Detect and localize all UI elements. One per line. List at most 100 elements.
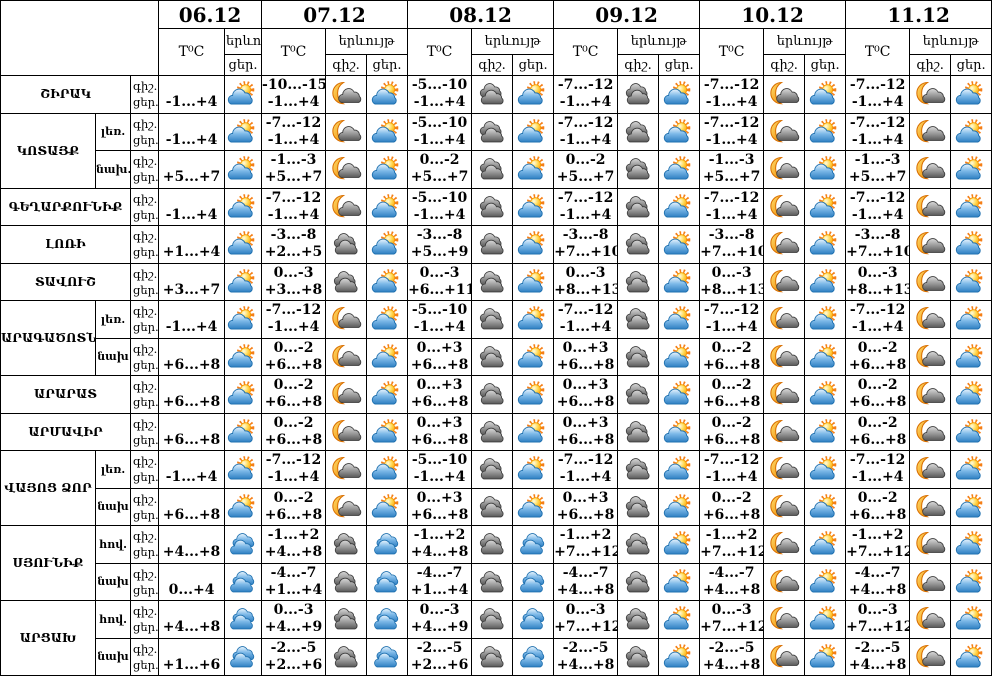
moon-cloud-icon [913,644,947,670]
temp-cell: 0...+3 +6...+8 [407,412,473,451]
night-temp: 0...-2 [857,414,898,431]
day-temp: -1...+4 [559,319,612,336]
phenomenon-header: երևույթ [617,28,701,55]
table-row: նախ գիշ. ցեր. +1...+6 -2...-5 +2...+6 -2...-5… [1,637,992,676]
night-icon-cell [763,187,806,226]
night-icon-cell [471,337,514,376]
day-temp: +6...+8 [410,431,469,448]
night-icon-cell [325,187,368,226]
sun-cloud-icon [662,269,696,295]
night-icon-cell [471,112,514,151]
clouds-gray-icon [475,456,509,482]
night-temp: -7...-12 [265,189,322,206]
clouds-gray-icon [329,644,363,670]
night-icon-cell [471,562,514,601]
day-icon-cell [658,150,701,189]
night-temp: 0...-2 [273,489,314,506]
day-temp: +2...+6 [410,656,469,673]
night-temp [160,452,224,469]
daynight-labels: գիշ. ցեր. [129,150,160,189]
day-label: ցեր. [133,357,159,372]
day-icon-cell [804,375,847,414]
moon-cloud-icon [913,269,947,295]
temp-cell: -4...-7 +1...+4 [407,562,473,601]
night-icon-cell [617,300,660,339]
night-temp: -3...-8 [562,227,609,244]
temp-cell: -1...+4 [158,75,226,114]
day-temp: +5...+7 [702,169,761,186]
day-icon-cell [512,150,555,189]
night-icon-cell [909,112,952,151]
day-temp: +1...+4 [410,581,469,598]
night-icon-cell [763,525,806,564]
region-name: ԱՐՑԱԽ [0,600,96,676]
temp-cell: -7...-12 -1...+4 [261,187,327,226]
day-temp: -1...+4 [705,206,758,223]
clouds-gray-icon [621,119,655,145]
day-temp: +3...+8 [264,281,323,298]
day-icon-cell [658,600,701,639]
day-icon-cell [804,637,847,676]
moon-cloud-icon [913,194,947,220]
daynight-labels: գիշ. ցեր. [129,75,160,114]
night-icon-cell [471,375,514,414]
day-icon-cell [512,75,555,114]
day-icon-cell [224,562,263,601]
day-icon-cell [804,562,847,601]
night-icon-cell [325,600,368,639]
temp-cell: -1...-3 +5...+7 [261,150,327,189]
night-temp [160,265,224,282]
day-temp: -1...+4 [267,319,320,336]
day-icon-cell [658,112,701,151]
day-label: ցեր. [133,245,159,260]
clouds-gray-icon [475,419,509,445]
night-temp: -3...-8 [854,227,901,244]
temp-cell: -1...-3 +5...+7 [699,150,765,189]
moon-cloud-icon [913,456,947,482]
night-label: գիշ. [133,191,158,206]
table-row: ՇԻՐԱԿ գիշ. ցեր. -1...+4 -10...-15 -1...+4 -5.… [0,75,992,114]
day-icon-cell [512,412,555,451]
day-temp: -1...+4 [267,206,320,223]
day-icon-cell [658,562,701,601]
day-temp: +4...+8 [702,581,761,598]
sun-cloud-icon [370,194,404,220]
night-icon-cell [909,150,952,189]
night-label: գիշ. [133,116,158,131]
night-icon-cell [909,300,952,339]
sun-cloud-icon [370,381,404,407]
zone-label: նախ. [95,150,131,189]
night-icon-cell [325,450,368,489]
day-icon-cell [658,262,701,301]
day-icon-cell [658,375,701,414]
sun-cloud-icon [662,456,696,482]
day-temp: +6...+8 [410,394,469,411]
table-row: ԳԵՂԱՐՔՈՒՆԻՔ գիշ. ցեր. -1...+4 -7...-12 -1...… [0,187,992,226]
clouds-gray-icon [475,156,509,182]
temp-cell: +4...+8 [158,525,226,564]
temp-cell: -3...-8 +7...+10 [845,225,911,264]
night-icon-cell [471,637,514,676]
night-icon-cell [617,487,660,526]
temp-cell: 0...+3 +6...+8 [407,487,473,526]
date-header: 11.12 [845,0,992,29]
day-temp: +4...+8 [410,544,469,561]
region-name: ՎԱՅՈՑ ՁՈՐ [0,450,96,526]
temp-cell: 0...-2 +6...+8 [261,337,327,376]
region-name: ԿՈՏԱՅՔ [0,112,96,189]
moon-cloud-icon [913,231,947,257]
sun-cloud-icon [370,419,404,445]
clouds-gray-icon [475,644,509,670]
clouds-gray-icon [329,269,363,295]
moon-cloud-icon [767,569,801,595]
night-label: գիշ. [133,266,158,281]
night-temp: -1...+2 [559,527,612,544]
table-header: 06.1207.1208.1209.1210.1211.12T⁰Cերևույթ… [0,0,992,76]
night-temp [160,115,224,132]
night-temp [160,77,224,94]
day-temp: -1...+4 [165,469,218,486]
day-temp: +6...+8 [848,431,907,448]
night-icon-cell [325,225,368,264]
temp-cell: 0...+3 +6...+8 [407,375,473,414]
temp-cell: -7...-12 -1...+4 [699,300,765,339]
